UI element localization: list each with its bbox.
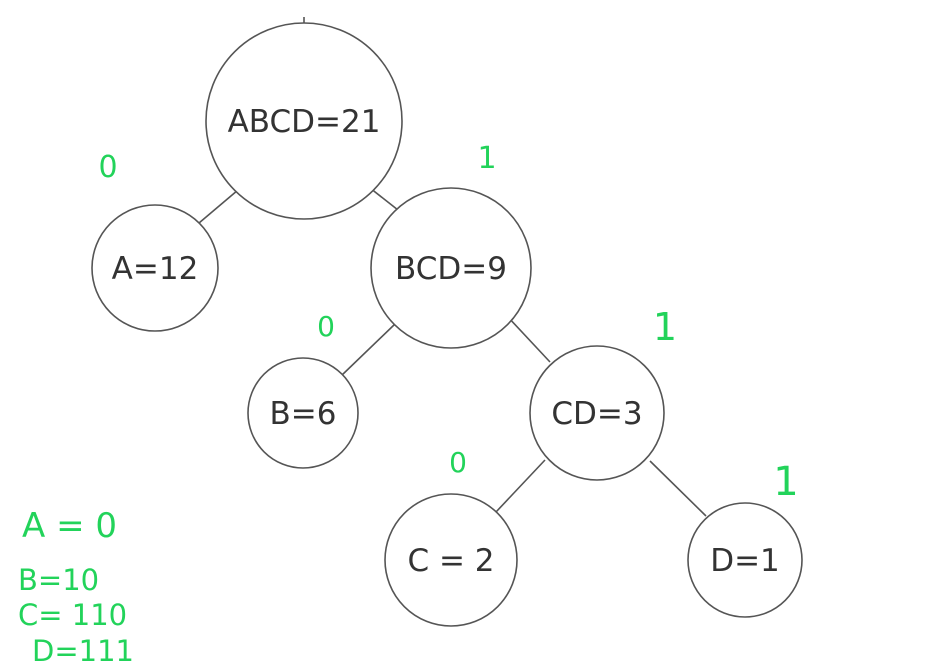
edge-bcd-cd [506, 315, 551, 363]
edge-label-bcd-cd: 1 [653, 305, 677, 349]
edge-label-bcd-b: 0 [317, 310, 335, 343]
edge-label-root-a: 0 [98, 150, 117, 185]
edge-bcd-b [340, 323, 396, 377]
edge-cd-c [495, 459, 546, 513]
code-d: D=111 [32, 634, 134, 668]
node-root-label: ABCD=21 [228, 104, 381, 140]
edge-label-cd-c: 0 [449, 446, 467, 479]
node-a-label: A=12 [112, 251, 199, 287]
node-c: C = 2 [384, 493, 518, 627]
edge-cd-d [649, 460, 707, 517]
edge-label-root-bcd: 1 [477, 141, 496, 176]
code-a: A = 0 [22, 506, 117, 546]
node-cd: CD=3 [529, 345, 665, 481]
node-a: A=12 [91, 204, 219, 332]
code-b: B=10 [18, 563, 99, 597]
node-d: D=1 [687, 502, 803, 618]
node-bcd: BCD=9 [370, 187, 532, 349]
edge-root-bcd [369, 187, 399, 211]
node-c-label: C = 2 [407, 543, 494, 579]
code-c: C= 110 [18, 598, 127, 632]
edge-root-a [198, 189, 239, 224]
node-bcd-label: BCD=9 [395, 251, 507, 287]
node-cd-label: CD=3 [551, 396, 642, 432]
node-b: B=6 [247, 357, 359, 469]
node-b-label: B=6 [270, 396, 337, 432]
edge-label-cd-d: 1 [773, 459, 798, 505]
node-d-label: D=1 [710, 543, 780, 579]
node-root: ABCD=21 [205, 22, 403, 220]
